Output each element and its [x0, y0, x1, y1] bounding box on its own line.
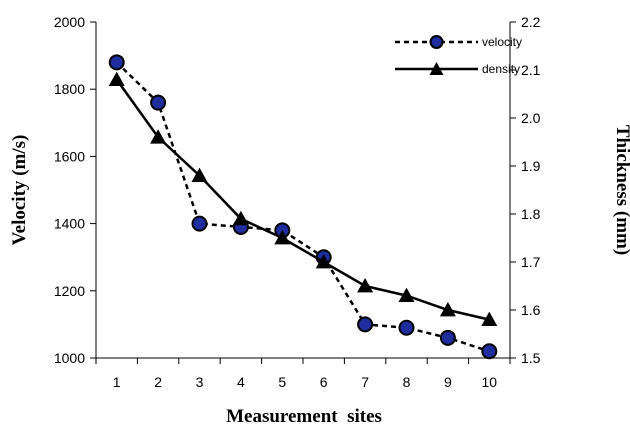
data-point-density	[150, 129, 167, 144]
y-right-tick-label: 1.7	[521, 254, 541, 270]
series-velocity	[108, 54, 498, 360]
y-right-tick-label: 1.9	[521, 158, 541, 174]
legend-item-velocity: velocity	[395, 35, 522, 49]
x-tick-label: 8	[403, 374, 411, 390]
data-point-density	[274, 230, 291, 245]
x-tick-label: 2	[154, 374, 162, 390]
data-point-velocity	[439, 329, 456, 346]
data-point-density	[357, 278, 374, 293]
data-point-velocity	[357, 316, 374, 333]
data-point-velocity	[108, 54, 125, 71]
data-point-density	[232, 210, 249, 226]
data-point-density	[439, 302, 456, 317]
series-line-density	[115, 78, 490, 321]
ticks-group: 1000 1200 1400 1600 1800 2000 1.5 1.6 1.7 1.8 1.9 2…	[54, 14, 541, 390]
series-group	[108, 54, 498, 360]
data-point-velocity	[481, 343, 498, 360]
y-right-tick-label: 2.2	[521, 14, 541, 30]
y-right-tick-label: 2.0	[521, 110, 541, 126]
y-right-tick-label: 1.6	[521, 302, 541, 318]
y-right-tick-label: 1.8	[521, 206, 541, 222]
data-point-velocity	[398, 319, 415, 336]
x-tick-label: 6	[320, 374, 328, 390]
legend-item-density: density	[395, 62, 520, 76]
x-tick-label: 4	[237, 374, 245, 390]
y-right-tick-label: 2.1	[521, 62, 541, 78]
legend: velocity density	[395, 35, 522, 76]
y-left-tick-label: 1800	[54, 81, 85, 97]
y-axis-right-title: Thickness (mm)	[612, 125, 630, 255]
y-left-tick-label: 2000	[54, 14, 85, 30]
data-point-density	[191, 167, 208, 182]
x-tick-label: 1	[113, 374, 121, 390]
series-density	[108, 71, 498, 326]
legend-label-density: density	[482, 62, 520, 76]
legend-label-velocity: velocity	[482, 35, 522, 49]
y-left-tick-label: 1400	[54, 216, 85, 232]
x-tick-label: 5	[278, 374, 286, 390]
data-point-density	[315, 254, 332, 269]
data-point-velocity	[150, 94, 167, 111]
data-point-density	[398, 287, 415, 302]
y-left-tick-label: 1600	[54, 148, 85, 164]
x-axis-title: Measurement sites	[226, 406, 382, 427]
data-point-velocity	[191, 215, 208, 232]
y-left-tick-label: 1000	[54, 350, 85, 366]
data-point-density	[481, 311, 498, 326]
legend-marker-velocity	[429, 35, 444, 49]
x-tick-label: 3	[196, 374, 204, 390]
x-tick-label: 10	[482, 374, 498, 390]
x-tick-label: 7	[361, 374, 369, 390]
series-line-velocity	[115, 61, 490, 353]
y-left-tick-label: 1200	[54, 283, 85, 299]
x-tick-label: 9	[444, 374, 452, 390]
data-point-density	[108, 71, 125, 86]
y-axis-left-title: Velocity (m/s)	[9, 135, 30, 246]
legend-marker-density	[429, 62, 444, 75]
y-right-tick-label: 1.5	[521, 350, 541, 366]
